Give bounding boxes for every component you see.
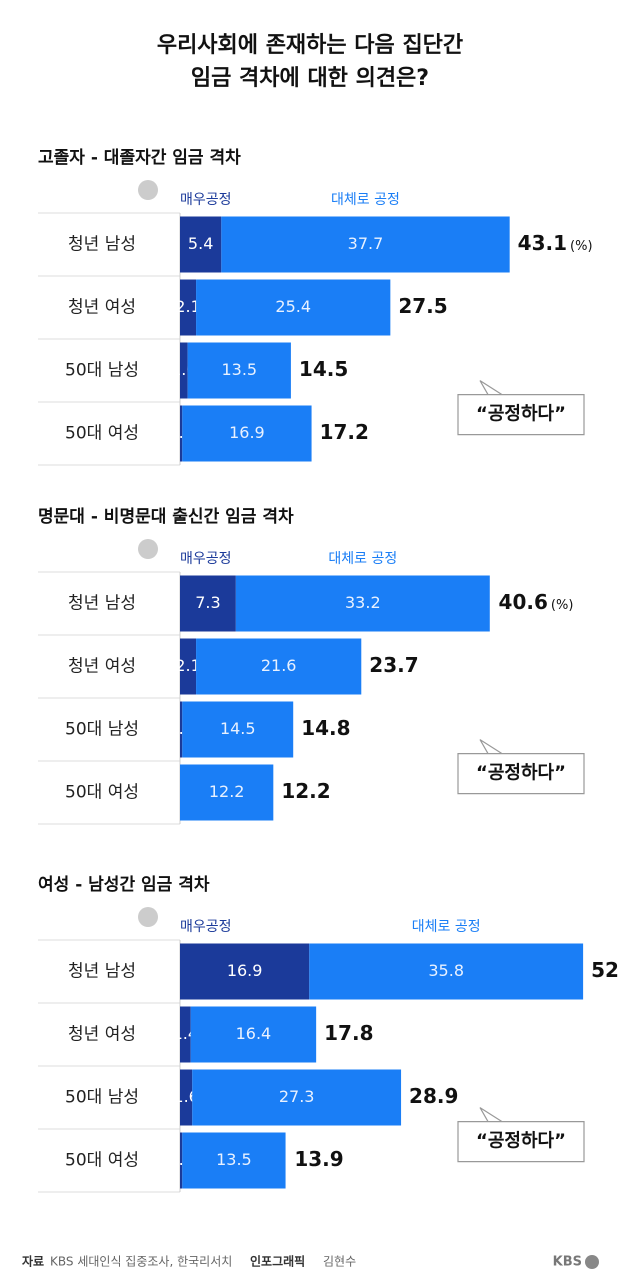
value-label: 13.5 bbox=[216, 1150, 252, 1169]
section-title: 고졸자 - 대졸자간 임금 격차 bbox=[38, 147, 241, 168]
legend-label: 대체로 공정 bbox=[328, 551, 397, 567]
bar-segment bbox=[180, 575, 236, 632]
category-label: 청년 여성 bbox=[68, 657, 136, 677]
category-label: 50대 남성 bbox=[65, 361, 139, 381]
legend-label: 대체로 공정 bbox=[331, 192, 400, 208]
logo: KBS bbox=[553, 1255, 582, 1270]
legend-label: 매우공정 bbox=[180, 551, 232, 567]
value-label: 35.8 bbox=[428, 961, 464, 980]
bar-segment bbox=[309, 943, 584, 1000]
annotation: “공정하다” bbox=[476, 763, 566, 784]
category-label: 청년 남성 bbox=[68, 235, 136, 255]
value-label: 16.4 bbox=[236, 1024, 272, 1043]
value-label: 12.2 bbox=[209, 782, 245, 801]
bar-segment bbox=[180, 216, 222, 273]
section-title: 여성 - 남성간 임금 격차 bbox=[38, 874, 210, 895]
value-label: 27.3 bbox=[279, 1087, 315, 1106]
bar-segment bbox=[235, 575, 490, 632]
unit-label: (%) bbox=[570, 239, 593, 254]
bar-segment bbox=[180, 764, 274, 821]
value-label: 25.4 bbox=[275, 297, 311, 316]
source: KBS 세대인식 집중조사, 한국리서치 bbox=[50, 1255, 232, 1269]
category-label: 청년 남성 bbox=[68, 594, 136, 614]
bar-segment bbox=[180, 342, 188, 399]
bar-segment bbox=[196, 279, 391, 336]
legend-label: 매우공정 bbox=[180, 919, 232, 935]
bar-segment bbox=[182, 405, 312, 462]
logo-mark bbox=[585, 1255, 599, 1269]
total-label: 17.8 bbox=[324, 1021, 373, 1045]
bar-segment bbox=[180, 701, 183, 758]
value-label: 16.9 bbox=[229, 423, 265, 442]
icon bbox=[138, 180, 158, 200]
bar-segment bbox=[180, 1132, 183, 1189]
total-label: 14.5 bbox=[299, 357, 348, 381]
bar-segment bbox=[180, 943, 310, 1000]
value-label: 16.9 bbox=[227, 961, 263, 980]
value-label: 2.1 bbox=[175, 656, 200, 675]
annotation: “공정하다” bbox=[476, 404, 566, 425]
source-label: 자료 bbox=[22, 1254, 44, 1269]
category-label: 50대 남성 bbox=[65, 720, 139, 740]
bar-segment bbox=[182, 1132, 286, 1189]
category-label: 청년 여성 bbox=[68, 298, 136, 318]
value-label: 13.5 bbox=[221, 360, 257, 379]
total-label: 14.8 bbox=[301, 716, 350, 740]
title-line: 임금 격차에 대한 의견은? bbox=[191, 66, 429, 91]
bar-segment bbox=[180, 638, 197, 695]
category-label: 50대 여성 bbox=[65, 1151, 139, 1171]
value-label: 33.2 bbox=[345, 593, 381, 612]
section-title: 명문대 - 비명문대 출신간 임금 격차 bbox=[38, 506, 294, 527]
category-label: 50대 남성 bbox=[65, 1088, 139, 1108]
total-label: 17.2 bbox=[320, 420, 369, 444]
legend-label: 대체로 공정 bbox=[412, 919, 481, 935]
bar-segment bbox=[190, 1006, 317, 1063]
total-label: 52.7 bbox=[591, 958, 620, 982]
value-label: 37.7 bbox=[348, 234, 384, 253]
icon bbox=[138, 907, 158, 927]
value-label: 2.1 bbox=[175, 297, 200, 316]
category-label: 50대 여성 bbox=[65, 424, 139, 444]
icon bbox=[138, 539, 158, 559]
bar-segment bbox=[180, 1006, 191, 1063]
value-label: 7.3 bbox=[195, 593, 220, 612]
bar-segment bbox=[192, 1069, 402, 1126]
bar-segment bbox=[187, 342, 291, 399]
callout-bubble bbox=[457, 1107, 585, 1163]
value-label: 21.6 bbox=[261, 656, 297, 675]
callout-bubble bbox=[457, 739, 585, 795]
legend-label: 매우공정 bbox=[180, 192, 232, 208]
total-label: 40.6 bbox=[499, 590, 548, 614]
total-label: 43.1 bbox=[518, 231, 567, 255]
credit-label: 인포그래픽 bbox=[250, 1254, 305, 1269]
bar-segment bbox=[180, 405, 183, 462]
annotation: “공정하다” bbox=[476, 1131, 566, 1152]
total-label: 28.9 bbox=[409, 1084, 458, 1108]
total-label: 27.5 bbox=[398, 294, 447, 318]
unit-label: (%) bbox=[551, 598, 574, 613]
value-label: 5.4 bbox=[188, 234, 213, 253]
title-line: 우리사회에 존재하는 다음 집단간 bbox=[157, 33, 463, 58]
credit: 김현수 bbox=[323, 1255, 356, 1269]
bar-segment bbox=[196, 638, 362, 695]
bar-segment bbox=[221, 216, 510, 273]
total-label: 23.7 bbox=[369, 653, 418, 677]
total-label: 12.2 bbox=[281, 779, 330, 803]
category-label: 청년 남성 bbox=[68, 962, 136, 982]
bar-segment bbox=[180, 1069, 193, 1126]
category-label: 청년 여성 bbox=[68, 1025, 136, 1045]
bar-segment bbox=[180, 279, 197, 336]
total-label: 13.9 bbox=[294, 1147, 343, 1171]
value-label: 14.5 bbox=[220, 719, 256, 738]
bar-segment bbox=[182, 701, 294, 758]
callout-bubble bbox=[457, 380, 585, 436]
category-label: 50대 여성 bbox=[65, 783, 139, 803]
